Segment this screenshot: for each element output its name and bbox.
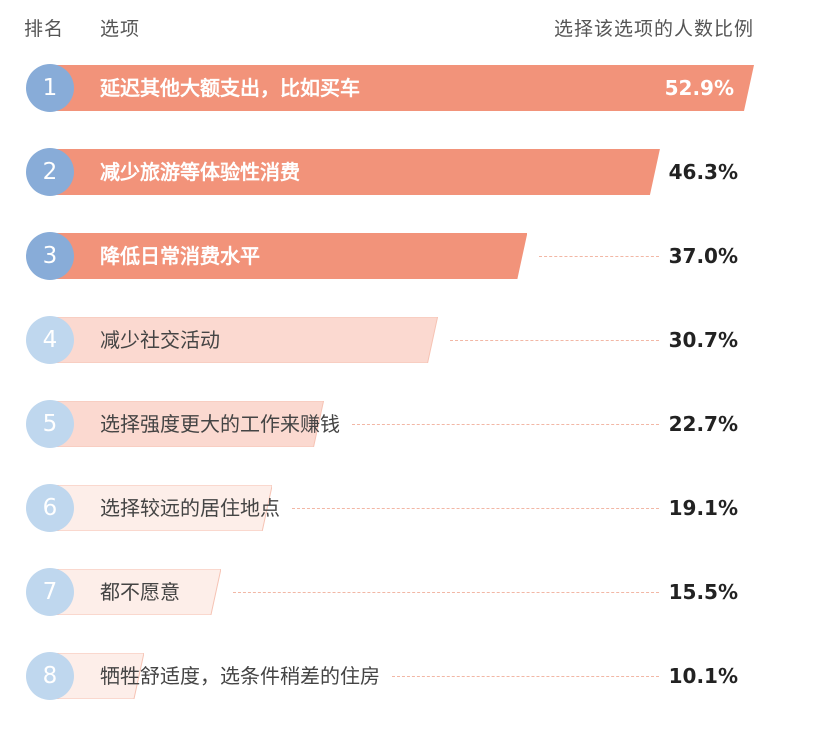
rank-badge: 1 bbox=[26, 64, 74, 112]
bar bbox=[48, 485, 273, 531]
rank-badge: 6 bbox=[26, 484, 74, 532]
option-label: 降低日常消费水平 bbox=[100, 244, 260, 268]
bar bbox=[48, 149, 660, 195]
rank-badge: 2 bbox=[26, 148, 74, 196]
bar-row-4: 4 减少社交活动 30.7% bbox=[0, 316, 818, 366]
rank-badge: 7 bbox=[26, 568, 74, 616]
option-label: 都不愿意 bbox=[100, 580, 180, 604]
bar-shape bbox=[48, 401, 324, 447]
leader-line bbox=[292, 508, 659, 509]
bar-shape bbox=[48, 233, 528, 279]
bar-row-7: 7 都不愿意 15.5% bbox=[0, 568, 818, 618]
leader-line bbox=[539, 256, 659, 257]
option-label: 延迟其他大额支出，比如买车 bbox=[100, 76, 360, 100]
bar bbox=[48, 65, 754, 111]
bar-row-1: 1 延迟其他大额支出，比如买车 52.9% bbox=[0, 64, 818, 114]
leader-line bbox=[232, 592, 659, 593]
option-label: 牺牲舒适度，选条件稍差的住房 bbox=[100, 664, 380, 688]
bar-row-6: 6 选择较远的居住地点 19.1% bbox=[0, 484, 818, 534]
percent-label: 30.7% bbox=[668, 328, 738, 352]
percent-label: 46.3% bbox=[668, 160, 738, 184]
bar-row-3: 3 降低日常消费水平 37.0% bbox=[0, 232, 818, 282]
bar-row-5: 5 选择强度更大的工作来赚钱 22.7% bbox=[0, 400, 818, 450]
leader-line bbox=[352, 424, 659, 425]
bar-shape bbox=[48, 149, 660, 195]
bar-shape bbox=[48, 653, 144, 699]
percent-label: 22.7% bbox=[668, 412, 738, 436]
header-rank: 排名 bbox=[24, 18, 65, 40]
bar-shape bbox=[48, 569, 221, 615]
option-label: 减少旅游等体验性消费 bbox=[100, 160, 300, 184]
rank-badge: 5 bbox=[26, 400, 74, 448]
header-option: 选项 bbox=[100, 18, 141, 40]
bar bbox=[48, 317, 438, 363]
percent-label: 10.1% bbox=[668, 664, 738, 688]
percent-label: 52.9% bbox=[664, 76, 734, 100]
rank-badge: 3 bbox=[26, 232, 74, 280]
bar bbox=[48, 569, 221, 615]
option-label: 选择较远的居住地点 bbox=[100, 496, 280, 520]
bar-row-2: 2 减少旅游等体验性消费 46.3% bbox=[0, 148, 818, 198]
rank-badge: 4 bbox=[26, 316, 74, 364]
bar-shape bbox=[48, 317, 438, 363]
bar bbox=[48, 653, 144, 699]
option-label: 选择强度更大的工作来赚钱 bbox=[100, 412, 340, 436]
rank-badge: 8 bbox=[26, 652, 74, 700]
percent-label: 19.1% bbox=[668, 496, 738, 520]
option-label: 减少社交活动 bbox=[100, 328, 220, 352]
percent-label: 37.0% bbox=[668, 244, 738, 268]
header-share: 选择该选项的人数比例 bbox=[553, 18, 754, 40]
leader-line bbox=[449, 340, 659, 341]
bar bbox=[48, 233, 528, 279]
bar-shape bbox=[48, 65, 754, 111]
bar-shape bbox=[48, 485, 273, 531]
bar bbox=[48, 401, 324, 447]
bar-row-8: 8 牺牲舒适度，选条件稍差的住房 10.1% bbox=[0, 652, 818, 702]
percent-label: 15.5% bbox=[668, 580, 738, 604]
leader-line bbox=[392, 676, 659, 677]
